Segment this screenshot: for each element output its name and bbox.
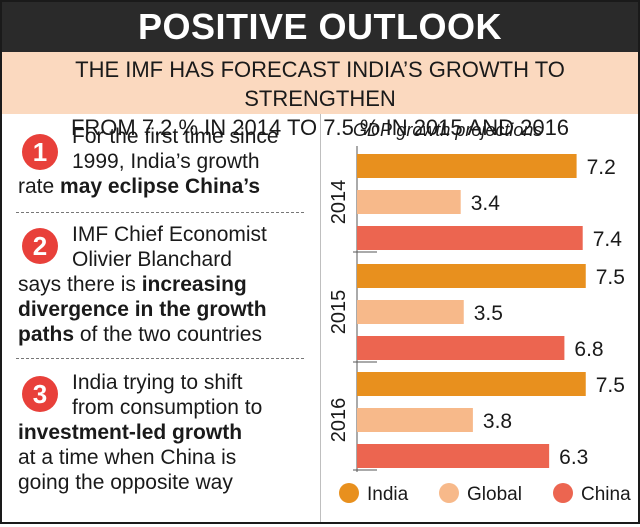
data-label: 7.4 xyxy=(593,228,623,251)
point-2-text-b: of the two countries xyxy=(74,323,262,346)
point-1: For the first time since 1999, India’s g… xyxy=(18,124,308,199)
point-2-line-1: IMF Chief Economist xyxy=(72,223,267,246)
point-2-badge: 2 xyxy=(22,228,58,264)
point-3-line-1: India trying to shift xyxy=(72,371,243,394)
key-points-panel: 1 For the first time since 1999, India’s… xyxy=(2,114,320,522)
point-3-line-5: going the opposite way xyxy=(18,471,233,494)
category-label: 2015 xyxy=(328,290,350,335)
point-1-highlight: may eclipse China’s xyxy=(60,175,261,198)
data-label: 3.8 xyxy=(483,410,512,433)
gdp-chart: GDP growth projections 2014 7.2 3.4 7.4 2015 7… xyxy=(321,114,638,522)
data-label: 3.5 xyxy=(474,302,503,325)
gdp-chart-svg: GDP growth projections 2014 7.2 3.4 7.4 2015 7… xyxy=(328,120,631,505)
bar-global-2015 xyxy=(357,300,464,324)
point-2-highlight-b: divergence in the growth xyxy=(18,298,267,321)
data-label: 3.4 xyxy=(471,192,501,215)
point-1-line-2: 1999, India’s growth xyxy=(72,150,260,173)
point-2-highlight-a: increasing xyxy=(141,273,247,296)
bar-china-2016 xyxy=(357,444,550,468)
bar-india-2014 xyxy=(357,154,577,178)
point-1-line-1: For the first time since xyxy=(72,125,279,148)
data-label: 7.2 xyxy=(587,156,616,179)
data-label: 7.5 xyxy=(596,374,625,397)
point-3-badge: 3 xyxy=(22,376,58,412)
legend-label-india: India xyxy=(367,484,409,505)
legend-swatch-global xyxy=(439,483,459,503)
point-2-highlight-c: paths xyxy=(18,323,75,346)
point-1-badge: 1 xyxy=(22,134,58,170)
separator xyxy=(16,358,304,359)
bar-china-2015 xyxy=(357,336,565,360)
point-1-text: rate xyxy=(18,175,61,198)
legend-label-global: Global xyxy=(467,484,522,505)
category-label: 2014 xyxy=(328,180,350,225)
point-3-line-2: from consumption to xyxy=(72,396,263,419)
legend-swatch-china xyxy=(553,483,573,503)
bar-india-2015 xyxy=(357,264,586,288)
bar-global-2014 xyxy=(357,190,461,214)
point-2: IMF Chief Economist Olivier Blanchard sa… xyxy=(18,222,308,347)
point-2-line-5: paths of the two countries xyxy=(18,322,308,347)
subtitle-line-2: FROM 7.2 % IN 2014 TO 7.5 % IN 2015 AND … xyxy=(70,115,570,140)
point-2-line-4: divergence in the growth xyxy=(18,297,308,322)
point-3-highlight: investment-led growth xyxy=(18,421,243,444)
point-3: India trying to shift from consumption t… xyxy=(18,370,308,495)
data-label: 6.8 xyxy=(574,338,603,361)
point-2-line-3: says there is increasing xyxy=(18,272,308,297)
data-label: 6.3 xyxy=(559,446,588,469)
subtitle-line-1: THE IMF HAS FORECAST INDIA’S GROWTH TO S… xyxy=(75,57,565,111)
category-label: 2016 xyxy=(328,398,350,443)
page-title: POSITIVE OUTLOOK xyxy=(2,2,638,52)
column-divider xyxy=(320,114,321,522)
chart-title: GDP growth projections xyxy=(353,120,542,140)
legend-swatch-india xyxy=(339,483,359,503)
point-2-line-2: Olivier Blanchard xyxy=(72,248,232,271)
point-3-line-4: at a time when China is xyxy=(18,446,237,469)
point-2-text-a: says there is xyxy=(18,273,142,296)
data-label: 7.5 xyxy=(596,266,625,289)
subtitle: THE IMF HAS FORECAST INDIA’S GROWTH TO S… xyxy=(2,52,638,140)
point-1-line-3: rate may eclipse China’s xyxy=(18,174,308,199)
separator xyxy=(16,212,304,213)
bar-global-2016 xyxy=(357,408,473,432)
bar-india-2016 xyxy=(357,372,586,396)
point-3-line-3: investment-led growth xyxy=(18,420,308,445)
legend-label-china: China xyxy=(581,484,631,505)
bar-china-2014 xyxy=(357,226,583,250)
